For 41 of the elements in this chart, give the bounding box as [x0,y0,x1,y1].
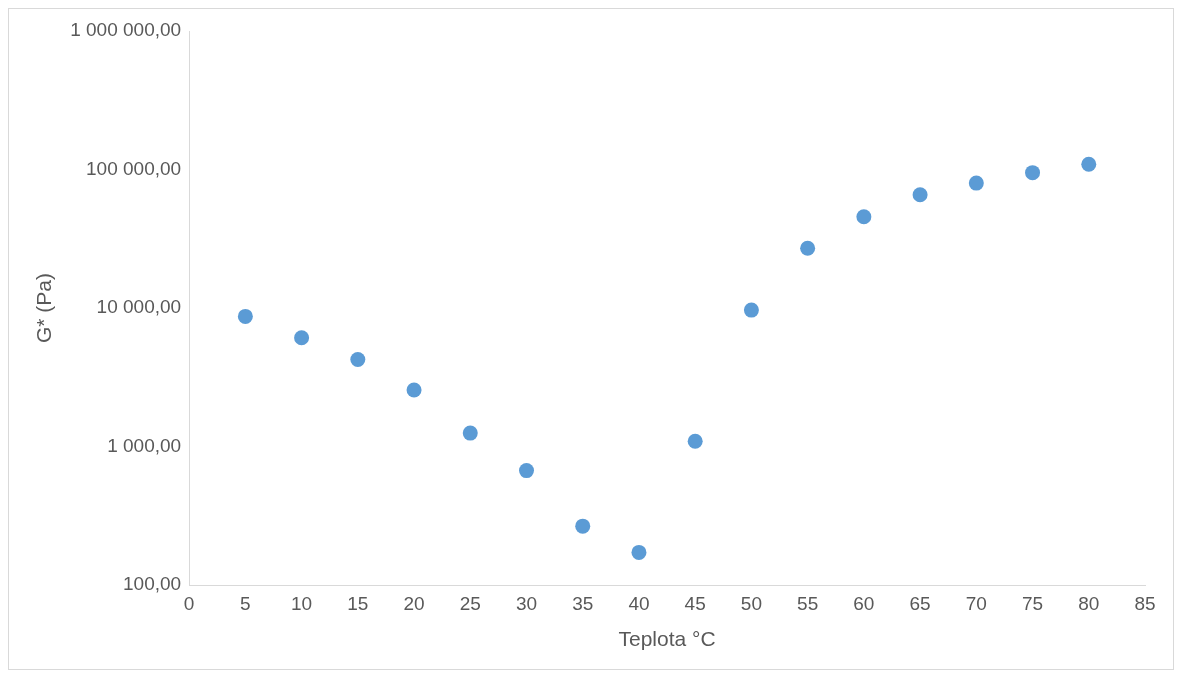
y-axis-title: G* (Pa) [32,272,56,344]
x-axis-title: Teplota °C [618,627,716,651]
x-tick-label: 5 [240,592,251,614]
x-tick-label: 35 [572,592,594,614]
point [406,382,422,398]
y-tick-label: 10 000,00 [96,296,182,318]
point [912,187,928,203]
point [800,240,816,256]
point [575,518,591,534]
x-tick-label: 25 [459,592,481,614]
point [743,302,759,318]
point [687,433,703,449]
point [294,330,310,346]
point [237,308,253,324]
x-tick-label: 15 [347,592,369,614]
x-tick-label: 80 [1078,592,1100,614]
x-tick-label: 50 [740,592,762,614]
point [350,351,366,367]
point [519,463,534,479]
x-tick-label: 40 [628,592,650,614]
x-tick-label: 70 [965,592,987,614]
point [1025,165,1041,181]
y-tick-label: 1 000 000,00 [70,19,182,41]
y-tick-label: 1 000,00 [107,434,182,456]
x-tick-label: 0 [183,592,195,614]
y-tick-label: 100,00 [123,573,182,595]
x-tick-label: 30 [515,592,538,614]
point [1081,156,1097,172]
point [856,209,872,225]
point [968,175,984,191]
x-tick-label: 65 [909,592,931,614]
x-tick-label: 60 [853,592,875,614]
x-tick-label: 85 [1134,592,1156,614]
y-tick-label: 100 000,00 [86,157,182,179]
x-tick-label: 75 [1021,592,1044,614]
point [462,425,478,441]
x-tick-label: 10 [291,592,313,614]
x-tick-label: 20 [403,592,425,614]
x-tick-label: 45 [684,592,706,614]
x-tick-label: 55 [797,592,819,614]
point [631,544,647,560]
